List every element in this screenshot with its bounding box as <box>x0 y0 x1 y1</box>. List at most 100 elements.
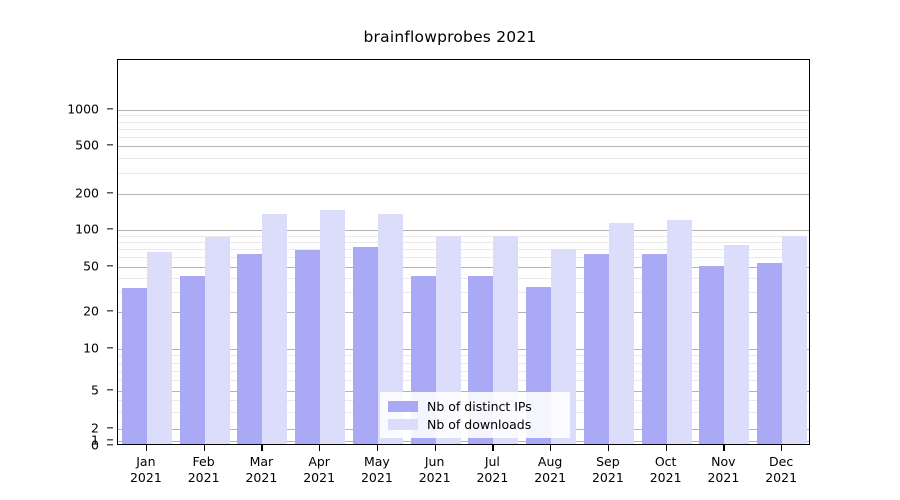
y-tick-label: 1000 <box>67 101 99 117</box>
y-tick-mark <box>107 144 113 146</box>
gridline-minor <box>118 235 809 237</box>
x-tick-month: Apr <box>308 454 330 469</box>
x-tick-mark <box>261 445 263 451</box>
bar-distinct-ips-sep <box>583 254 609 444</box>
x-tick-mark <box>607 445 610 451</box>
x-tick-label-mar: Mar 2021 <box>245 454 277 485</box>
gridline-major <box>118 267 809 268</box>
x-tick-month: Jan <box>136 454 156 469</box>
x-tick-year: 2021 <box>245 469 278 485</box>
legend-label: Nb of distinct IPs <box>427 398 532 414</box>
y-tick-mark <box>107 427 113 429</box>
x-tick-label-jun: Jun 2021 <box>419 454 451 485</box>
y-tick-mark <box>107 108 113 110</box>
x-tick-year: 2021 <box>187 469 220 485</box>
legend-label: Nb of downloads <box>427 416 532 432</box>
plot-area <box>117 59 810 445</box>
x-tick-year: 2021 <box>418 469 451 485</box>
x-tick-month: Oct <box>654 454 677 469</box>
bar-downloads-jan <box>146 251 172 444</box>
x-tick-year: 2021 <box>129 469 162 485</box>
x-tick-mark <box>203 445 205 451</box>
x-tick-label-dec: Dec 2021 <box>765 454 797 485</box>
x-tick-month: Jun <box>424 454 445 469</box>
y-tick-mark <box>107 265 113 267</box>
x-tick-mark <box>434 445 436 451</box>
x-tick-label-oct: Oct 2021 <box>650 454 682 485</box>
y-tick-label: 50 <box>83 258 99 274</box>
x-tick-year: 2021 <box>360 469 393 485</box>
gridline-major <box>118 391 809 392</box>
x-tick-year: 2021 <box>534 469 567 485</box>
x-tick-label-nov: Nov 2021 <box>707 454 739 485</box>
bar-downloads-nov <box>724 244 750 444</box>
y-tick-label: 200 <box>75 185 99 201</box>
y-tick-mark <box>107 192 113 194</box>
x-tick-year: 2021 <box>707 469 740 485</box>
gridline-minor <box>118 172 809 174</box>
x-tick-label-apr: Apr 2021 <box>303 454 335 485</box>
gridline-minor <box>118 249 809 251</box>
x-tick-month: May <box>363 454 390 469</box>
x-tick-year: 2021 <box>591 469 624 485</box>
bar-downloads-sep <box>608 223 634 444</box>
bar-distinct-ips-oct <box>641 254 667 444</box>
x-tick-month: Nov <box>711 454 736 469</box>
x-tick-month: Feb <box>192 454 215 469</box>
x-tick-month: Mar <box>249 454 274 469</box>
gridline-major <box>118 110 809 111</box>
gridline-minor <box>118 292 809 294</box>
chart-legend: Nb of distinct IPs Nb of downloads <box>380 392 570 438</box>
gridline-minor <box>118 128 809 130</box>
y-tick-label: 20 <box>83 303 99 319</box>
legend-item-distinct-ips[interactable]: Nb of distinct IPs <box>388 397 561 415</box>
y-tick-label: 0 <box>91 437 99 453</box>
gridline-minor <box>118 115 809 117</box>
gridline-major <box>118 146 809 147</box>
gridline-minor <box>118 157 809 159</box>
gridline-major <box>118 194 809 195</box>
x-tick-mark <box>665 445 667 451</box>
x-tick-mark <box>319 445 321 451</box>
x-tick-label-jan: Jan 2021 <box>130 454 162 485</box>
bar-downloads-feb <box>204 237 230 444</box>
bar-distinct-ips-apr <box>295 250 321 444</box>
x-tick-mark <box>145 445 148 451</box>
x-tick-month: Jul <box>484 454 500 469</box>
y-tick-label: 5 <box>91 382 99 398</box>
gridline-minor <box>118 241 809 243</box>
x-tick-mark <box>550 445 552 451</box>
y-tick-label: 500 <box>75 137 99 153</box>
y-tick-label: 2 <box>91 420 99 436</box>
gridline-minor <box>118 257 809 259</box>
legend-swatch <box>388 400 418 412</box>
bar-distinct-ips-may <box>352 247 378 444</box>
gridline-minor <box>118 379 809 381</box>
x-tick-label-sep: Sep 2021 <box>592 454 624 485</box>
y-tick-mark <box>107 439 113 441</box>
gridline-major <box>118 349 809 350</box>
legend-item-downloads[interactable]: Nb of downloads <box>388 415 561 433</box>
y-tick-mark <box>107 444 113 446</box>
y-tick-label: 1 <box>91 432 99 448</box>
bar-distinct-ips-jan <box>121 288 147 444</box>
bar-distinct-ips-nov <box>699 266 725 444</box>
bar-downloads-mar <box>262 214 288 444</box>
y-tick-mark <box>107 228 113 230</box>
y-tick-mark <box>107 347 113 349</box>
gridline-minor <box>118 355 809 357</box>
gridline-minor <box>118 136 809 138</box>
x-tick-label-feb: Feb 2021 <box>188 454 220 485</box>
bar-distinct-ips-feb <box>179 275 205 444</box>
x-tick-label-may: May 2021 <box>361 454 393 485</box>
gridline-minor <box>118 121 809 123</box>
y-tick-label: 10 <box>83 340 99 356</box>
x-tick-year: 2021 <box>476 469 509 485</box>
bar-downloads-oct <box>666 219 692 444</box>
x-tick-mark <box>376 445 379 451</box>
x-tick-mark <box>492 445 494 451</box>
bar-downloads-apr <box>320 210 346 444</box>
bar-distinct-ips-dec <box>757 262 783 444</box>
gridline-major <box>118 312 809 313</box>
